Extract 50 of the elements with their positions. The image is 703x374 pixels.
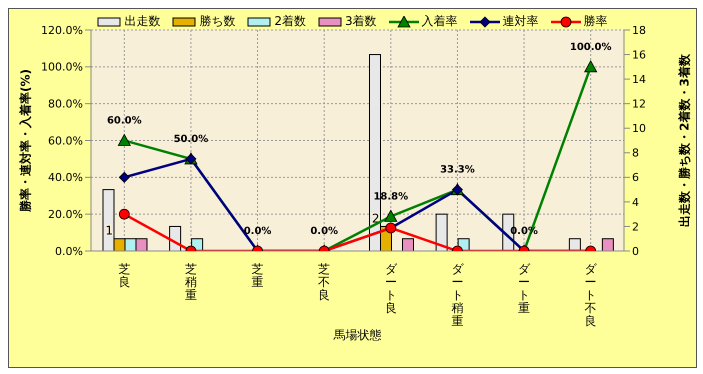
y-tick-label: 100.0% [41,60,83,74]
y2-tick-label: 8 [632,146,639,160]
legend-label: 連対率 [502,13,539,30]
legend-label: 勝率 [584,13,608,30]
data-label: 33.3% [440,164,475,176]
x-tick-label: ダート不良 [584,262,598,328]
y2-tick-label: 6 [632,171,639,184]
y-tick-label: 40.0% [48,171,83,184]
bar [568,238,581,251]
x-tick-label: ダート良 [384,262,398,315]
y2-tick-label: 16 [632,48,646,62]
legend-label: 勝ち数 [199,13,236,30]
legend-label: 出走数 [124,13,160,30]
y-tick-label: 120.0% [41,24,83,37]
point [384,210,398,222]
y2-tick-label: 14 [632,73,646,86]
x-axis-title: 馬場状態 [332,328,382,342]
y2-tick-label: 12 [632,98,646,111]
y2-tick-label: 0 [632,244,639,258]
y-axis-title: 勝率・連対率・入着率(%) [18,69,32,213]
x-tick-label: 芝稍重 [184,262,197,302]
y2-tick-label: 4 [632,196,639,209]
y2-tick-label: 10 [632,122,646,136]
y2-tick-label: 2 [632,220,639,234]
y-tick-label: 60.0% [48,134,83,148]
x-tick-label: 芝良 [118,262,130,289]
point [118,134,131,146]
y-tick-label: 0.0% [55,244,83,258]
legend-label: 2着数 [274,13,306,30]
x-tick-label: 芝重 [252,262,264,289]
x-tick-label: ダート稍重 [451,262,464,328]
bar [436,214,448,251]
legend-label: 3着数 [345,13,377,30]
data-label: 1 [105,224,113,238]
x-tick-label: ダート重 [518,262,532,315]
y2-axis-title: 出走数・勝ち数・2着数・3着数 [677,53,692,227]
y-tick-label: 80.0% [48,98,83,111]
point [118,172,130,183]
legend-label: 入着率 [422,13,458,30]
data-label: 60.0% [106,116,142,126]
bar [602,238,614,251]
y2-tick-label: 18 [632,24,646,37]
y-tick-label: 20.0% [48,208,83,222]
data-label: 0.0% [310,226,338,237]
x-tick-label: 芝不良 [318,262,330,302]
data-label: 0.0% [244,226,272,237]
bar [402,238,414,251]
data-label: 2 [372,211,380,226]
data-label: 100.0% [570,42,612,53]
data-label: 50.0% [174,134,208,145]
